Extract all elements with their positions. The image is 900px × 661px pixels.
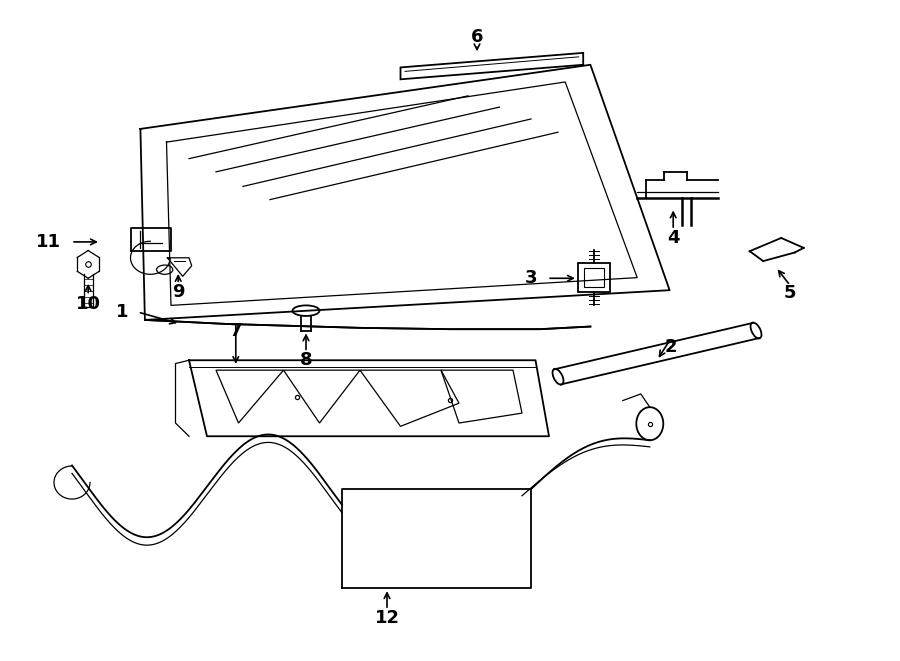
Ellipse shape bbox=[751, 323, 761, 338]
Text: 1: 1 bbox=[116, 303, 129, 321]
Text: 5: 5 bbox=[784, 284, 796, 303]
Text: 9: 9 bbox=[172, 283, 184, 301]
Text: 2: 2 bbox=[664, 338, 677, 356]
Text: 4: 4 bbox=[667, 229, 680, 247]
Text: 10: 10 bbox=[76, 295, 101, 313]
Text: 3: 3 bbox=[525, 269, 537, 288]
Text: 11: 11 bbox=[36, 233, 61, 251]
Text: 8: 8 bbox=[300, 351, 312, 369]
Text: 6: 6 bbox=[471, 28, 483, 46]
Text: 12: 12 bbox=[374, 609, 400, 627]
Text: 7: 7 bbox=[230, 321, 242, 340]
